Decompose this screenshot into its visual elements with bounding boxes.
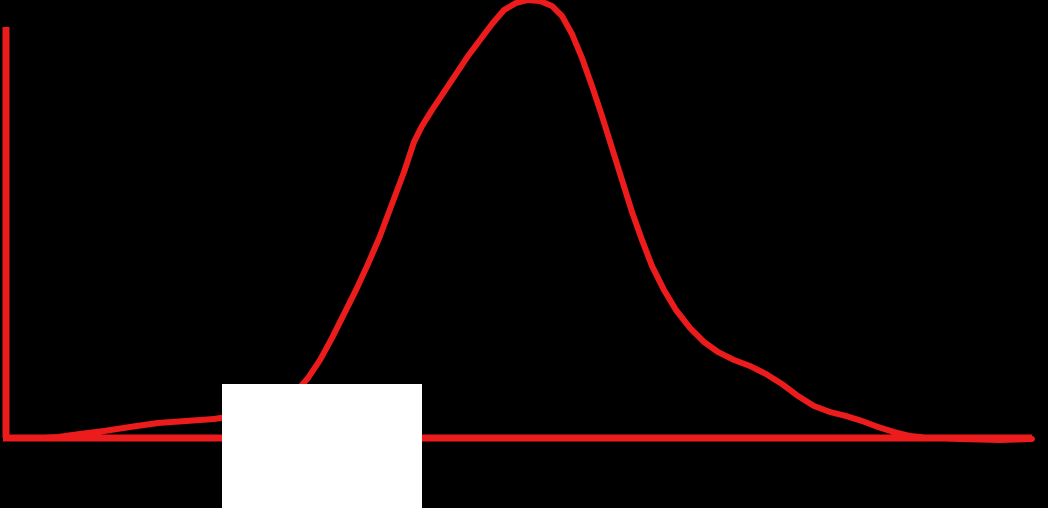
white-rectangle-overlay [222,384,422,508]
series-group [3,0,1035,443]
axes-group [2,27,1032,442]
distribution-curve [3,0,1035,443]
